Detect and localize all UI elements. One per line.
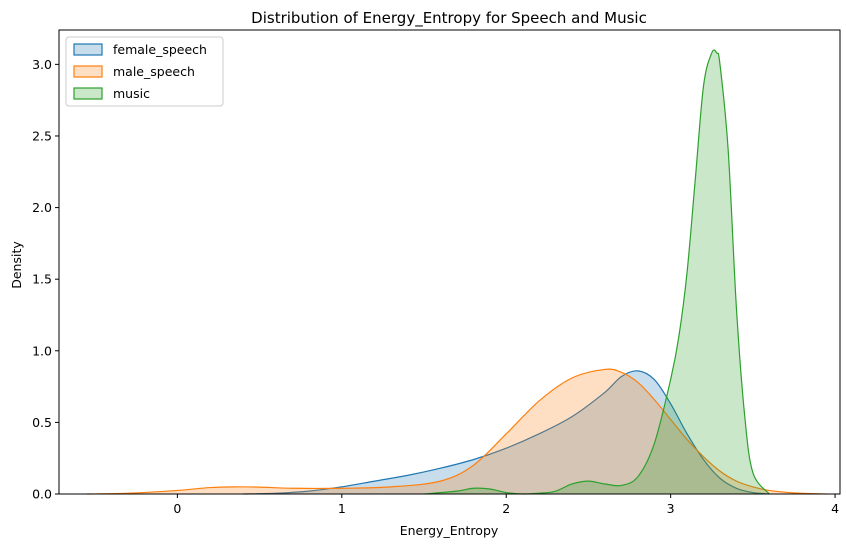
series-group xyxy=(86,49,827,495)
legend-box xyxy=(65,36,224,107)
legend-label-music: music xyxy=(113,86,150,101)
series-line-male_speech xyxy=(86,368,827,495)
y-tick-label: 2.5 xyxy=(32,128,52,143)
x-tick-label: 3 xyxy=(667,501,675,516)
x-tick-label: 4 xyxy=(831,501,839,516)
y-axis-title: Density xyxy=(9,241,24,289)
x-tick-label: 2 xyxy=(502,501,510,516)
series-line-female_speech xyxy=(243,370,770,495)
y-tick-label: 2.0 xyxy=(32,200,52,215)
x-tick-label: 0 xyxy=(173,501,181,516)
y-tick-label: 1.5 xyxy=(32,272,52,287)
series-area-music xyxy=(424,49,770,494)
legend-swatch-female_speech xyxy=(73,43,103,56)
chart-title: Distribution of Energy_Entropy for Speec… xyxy=(251,9,647,28)
y-tick-label: 3.0 xyxy=(32,57,52,72)
series-area-male_speech xyxy=(86,369,827,494)
y-tick-label: 1.0 xyxy=(32,343,52,358)
x-axis-title: Energy_Entropy xyxy=(400,523,499,538)
legend-label-male_speech: male_speech xyxy=(113,64,195,79)
series-area-female_speech xyxy=(243,370,770,494)
legend-label-female_speech: female_speech xyxy=(113,42,207,57)
y-tick-label: 0.5 xyxy=(32,415,52,430)
legend-swatch-male_speech xyxy=(73,65,103,78)
y-axis: 0.0 0.5 1.0 1.5 2.0 2.5 3.0 xyxy=(32,57,59,502)
plot-frame xyxy=(58,29,841,495)
y-tick-label: 0.0 xyxy=(32,487,52,502)
x-axis: 0 1 2 3 4 xyxy=(173,494,839,516)
x-tick-label: 1 xyxy=(338,501,346,516)
legend-swatch-music xyxy=(73,87,103,100)
